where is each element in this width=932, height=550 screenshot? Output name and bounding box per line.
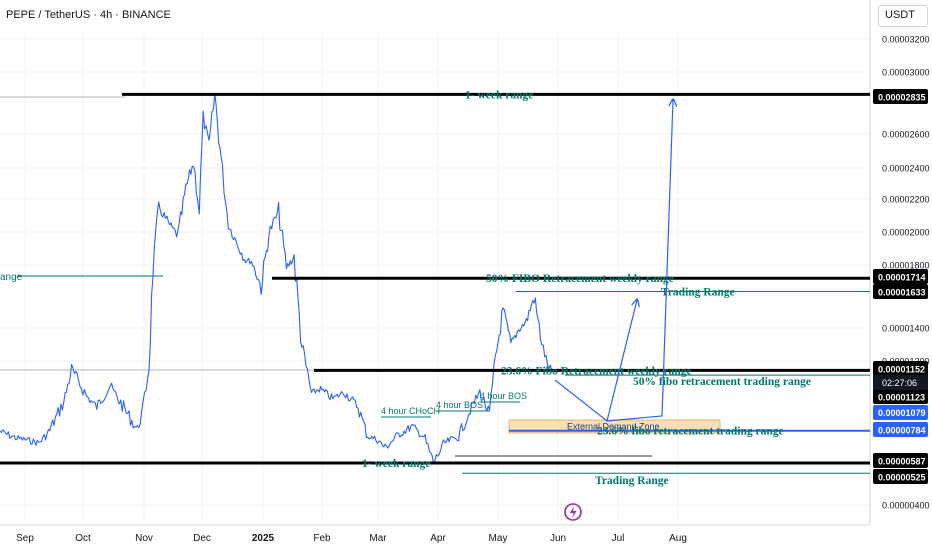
price-axis-tick-label: 0.00002200 <box>882 195 930 205</box>
price-level-label: Trading Range <box>595 475 669 487</box>
price-level-tag-text: 0.00000525 <box>878 473 926 483</box>
time-axis-tick-label: Mar <box>369 533 387 544</box>
time-axis-tick-label: Oct <box>75 533 91 544</box>
time-axis-tick-label: May <box>489 533 508 544</box>
structure-label-bos: 4 hour BOS <box>480 391 527 401</box>
price-level-tag-text: 0.00000587 <box>878 457 926 467</box>
demand-zone-label: External Demand Zone <box>567 422 660 432</box>
price-level-label: 50% FIBO Retracement weekly range <box>486 273 674 285</box>
price-level-label: Trading Range <box>661 286 735 298</box>
lightning-logo-icon <box>564 503 582 521</box>
price-level-tag <box>873 284 928 299</box>
price-axis-tick-label: 0.00002400 <box>882 164 930 174</box>
price-axis-tick-label: 0.00003000 <box>882 68 930 78</box>
price-level-label: 1- week range <box>465 89 533 101</box>
time-axis-tick-label: Apr <box>430 533 446 544</box>
time-axis-tick-label: Feb <box>313 533 331 544</box>
price-level-label: 50% fibo retracement trading range <box>633 376 811 388</box>
countdown-text: 02:27:06 <box>882 378 917 388</box>
price-series-line <box>0 93 553 464</box>
price-axis-tick-label: 0.00001800 <box>882 261 930 271</box>
price-axis-tick-label: 0.00000400 <box>882 501 930 511</box>
price-level-tag-text: 0.00001152 <box>878 365 925 375</box>
price-level-tag-text: 0.00000784 <box>878 426 926 436</box>
countdown-tag <box>873 375 928 390</box>
price-level-tag-text: 0.00001123 <box>878 393 925 403</box>
structure-label-bos: 4 hour BOS <box>436 400 483 410</box>
price-axis-tick-label: 0.00001400 <box>882 324 930 334</box>
price-level-tag <box>873 361 928 376</box>
time-axis-tick-label: Nov <box>135 533 153 544</box>
price-level-tag <box>873 453 928 468</box>
time-axis-tick-label: Jul <box>612 533 625 544</box>
time-axis-tick-label: Sep <box>16 533 34 544</box>
price-level-tag-text: 0.00001714 <box>878 273 926 283</box>
currency-button-label: USDT <box>885 9 915 21</box>
time-axis-tick-label: Aug <box>669 533 687 544</box>
price-level-label: 23.6% Fibo Retracement weekly range <box>501 365 692 377</box>
price-level-tag <box>873 89 928 104</box>
symbol-title: PEPE / TetherUS · 4h · BINANCE <box>6 9 171 21</box>
current-price-text: 0.00001079 <box>878 408 926 418</box>
price-axis-tick-label: 0.00002600 <box>882 130 930 140</box>
time-axis-tick-label: Jun <box>550 533 566 544</box>
left-edge-label: ange <box>0 272 23 283</box>
projection-arrow <box>606 100 673 422</box>
time-axis-tick-label: Dec <box>193 533 211 544</box>
current-price-tag <box>873 405 928 420</box>
price-level-label: 23.6% fibo retracement trading range <box>597 426 784 438</box>
structure-label-choch: 4 hour CHoCH <box>381 406 440 416</box>
price-level-label: 1- week range <box>362 458 430 470</box>
price-axis-tick-label: 0.00003200 <box>882 35 930 45</box>
price-level-tag <box>873 389 928 404</box>
price-level-tag <box>873 422 928 437</box>
price-level-tag-text: 0.00001633 <box>878 288 926 298</box>
price-level-tag-text: 0.00002835 <box>878 93 926 103</box>
price-level-tag <box>873 269 928 284</box>
price-level-tag <box>873 469 928 484</box>
currency-button[interactable]: USDT <box>878 5 928 27</box>
price-axis-tick-label: 0.00002000 <box>882 228 930 238</box>
time-axis-tick-label: 2025 <box>252 533 275 544</box>
